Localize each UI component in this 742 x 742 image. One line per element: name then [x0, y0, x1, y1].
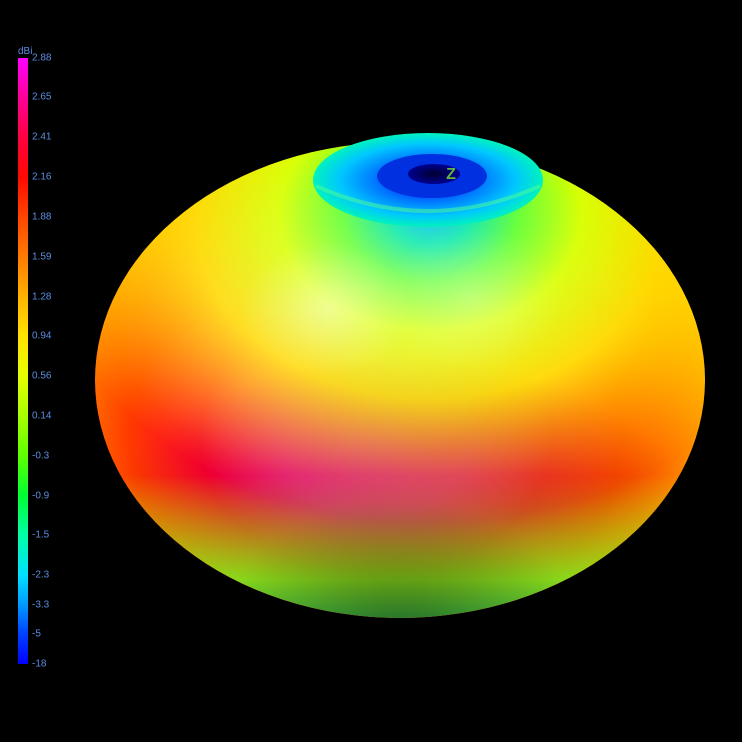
legend-tick-label: -3.3	[32, 599, 49, 610]
legend-tick-label: 2.16	[32, 172, 51, 183]
legend-tick-label: 2.41	[32, 132, 51, 143]
legend-tick-label: 1.28	[32, 291, 51, 302]
legend-tick-label: -2.3	[32, 569, 49, 580]
legend-tick-label: -5	[32, 629, 41, 640]
legend-tick-label: -18	[32, 659, 46, 670]
legend-tick-label: 1.59	[32, 251, 51, 262]
legend-tick-label: -0.9	[32, 490, 49, 501]
legend-tick-label: 0.56	[32, 371, 51, 382]
z-axis-label: Z	[446, 166, 456, 184]
legend-colorbar	[18, 58, 28, 664]
legend-unit-label: dBi	[18, 46, 32, 57]
legend-tick-label: -0.3	[32, 450, 49, 461]
legend-tick-label: 2.88	[32, 53, 51, 64]
radiation-pattern-3d[interactable]	[0, 0, 742, 742]
legend-tick-label: 0.14	[32, 411, 51, 422]
legend-tick-label: 2.65	[32, 92, 51, 103]
legend-tick-label: -1.5	[32, 529, 49, 540]
legend-tick-label: 1.88	[32, 211, 51, 222]
legend-tick-label: 0.94	[32, 331, 51, 342]
pattern-top-depression	[313, 133, 543, 227]
chart-container: Z dBi	[0, 0, 742, 742]
legend-labels: 2.882.652.412.161.881.591.280.940.560.14…	[32, 58, 62, 664]
color-legend: dBi	[18, 58, 62, 664]
